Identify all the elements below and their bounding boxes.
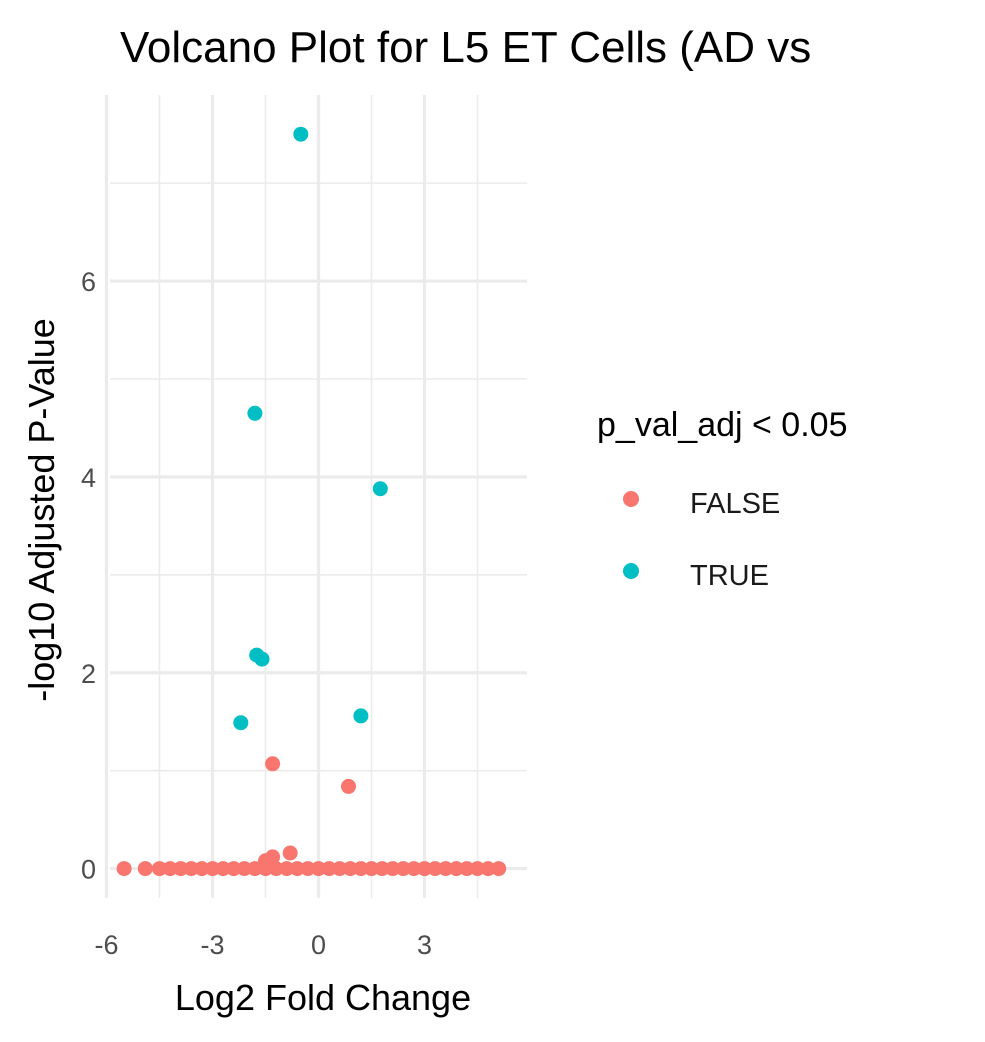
legend-title: p_val_adj < 0.05 (597, 406, 847, 444)
data-point-false (268, 861, 284, 877)
legend-key-true (623, 563, 639, 579)
data-point-false (265, 756, 281, 772)
legend-label-true: TRUE (690, 560, 769, 592)
data-point-false (173, 861, 189, 877)
legend: p_val_adj < 0.05 FALSE TRUE (597, 406, 847, 592)
x-axis-ticks: -6 -3 0 3 (94, 930, 432, 960)
data-point-false (236, 861, 252, 877)
y-tick-label: 2 (81, 659, 96, 689)
data-point-false (491, 861, 507, 877)
data-point-false (289, 861, 305, 877)
data-point-false (395, 861, 411, 877)
data-point-false (385, 861, 401, 877)
data-point-false (282, 845, 298, 861)
legend-label-false: FALSE (690, 488, 780, 520)
data-point-false (342, 861, 358, 877)
data-point-false (459, 861, 475, 877)
data-point-false (406, 861, 422, 877)
data-point-false (374, 861, 390, 877)
data-point-false (137, 861, 153, 877)
x-tick-label: 3 (417, 930, 432, 960)
data-point-false (279, 861, 295, 877)
data-point-false (226, 861, 242, 877)
x-tick-label: 0 (311, 930, 326, 960)
data-point-false (480, 861, 496, 877)
y-axis-ticks: 0 2 4 6 (81, 267, 96, 885)
y-tick-label: 4 (81, 463, 96, 493)
x-axis-title: Log2 Fold Change (175, 977, 471, 1018)
data-point-false (265, 849, 281, 865)
data-point-true (233, 715, 249, 731)
data-point-false (427, 861, 443, 877)
data-point-false (300, 861, 316, 877)
data-points (116, 126, 507, 877)
y-axis-title: -log10 Adjusted P-Value (21, 318, 62, 702)
x-tick-label: -6 (94, 930, 118, 960)
data-point-false (194, 861, 210, 877)
data-point-true (372, 481, 388, 497)
data-point-false (247, 861, 263, 877)
data-point-false (353, 861, 369, 877)
data-point-false (152, 861, 167, 877)
data-point-true (293, 126, 309, 142)
data-point-false (364, 861, 379, 877)
data-point-false (162, 861, 178, 877)
data-point-false (321, 861, 337, 877)
legend-key-false (623, 491, 639, 507)
data-point-true (353, 708, 369, 724)
data-point-false (183, 861, 199, 877)
y-tick-label: 6 (81, 267, 96, 297)
data-point-true (254, 651, 270, 667)
data-point-false (116, 861, 132, 877)
data-point-false (341, 778, 356, 794)
data-point-false (448, 861, 464, 877)
data-point-false (470, 861, 485, 877)
x-tick-label: -3 (200, 930, 224, 960)
y-tick-label: 0 (81, 855, 96, 885)
data-point-false (205, 861, 220, 877)
data-point-false (438, 861, 454, 877)
data-point-false (332, 861, 348, 877)
chart-title: Volcano Plot for L5 ET Cells (AD vs (120, 23, 811, 72)
grid-major (104, 95, 527, 898)
data-point-false (311, 861, 326, 877)
data-point-false (215, 861, 231, 877)
data-point-true (247, 405, 263, 421)
data-point-false (417, 861, 432, 877)
